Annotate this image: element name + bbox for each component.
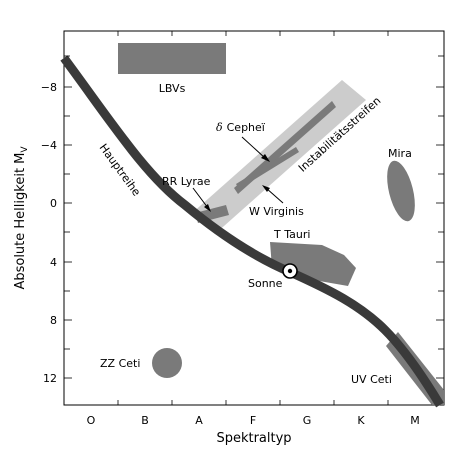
lbv-region xyxy=(118,43,226,74)
sun-icon-dot xyxy=(287,268,293,274)
mira-region xyxy=(387,160,415,222)
y-tick-label-minus4: −4 xyxy=(41,139,57,152)
w-virginis-arrow xyxy=(262,185,284,204)
x-tick-label-m: M xyxy=(410,414,420,427)
y-axis-label: Absolute Helligkeit MV xyxy=(13,146,30,290)
y-tick-marks xyxy=(64,55,444,379)
x-tick-marks xyxy=(117,31,389,405)
rr-lyrae-arrow xyxy=(192,187,211,212)
x-tick-label-k: K xyxy=(357,414,365,427)
y-tick-label-minus8: −8 xyxy=(41,81,57,94)
w-virginis-bar xyxy=(236,147,299,189)
y-axis-label-sub: V xyxy=(20,146,30,153)
x-tick-label-b: B xyxy=(141,414,149,427)
delta-cephei-label: δ Cepheï xyxy=(216,121,266,134)
w-virginis-label: W Virginis xyxy=(249,205,304,218)
main-sequence-curve xyxy=(60,55,444,408)
lbv-label: LBVs xyxy=(159,82,186,95)
zz-ceti-region xyxy=(152,348,182,378)
uv-ceti-label: UV Ceti xyxy=(351,373,392,386)
y-tick-label-12: 12 xyxy=(43,372,57,385)
zz-ceti-label: ZZ Ceti xyxy=(100,357,140,370)
x-tick-label-g: G xyxy=(303,414,312,427)
y-tick-label-4: 4 xyxy=(50,256,57,269)
sun-label: Sonne xyxy=(248,277,283,290)
x-tick-label-a: A xyxy=(195,414,203,427)
delta-cephei-symbol: δ xyxy=(216,121,223,134)
t-tauri-label: T Tauri xyxy=(273,228,310,241)
delta-cephei-arrow xyxy=(241,136,270,162)
t-tauri-region xyxy=(270,242,356,286)
x-tick-label-f: F xyxy=(250,414,256,427)
y-tick-label-0: 0 xyxy=(50,197,57,210)
x-tick-label-o: O xyxy=(87,414,96,427)
y-tick-label-8: 8 xyxy=(50,314,57,327)
x-axis-label: Spektraltyp xyxy=(216,431,291,446)
mira-label: Mira xyxy=(388,147,412,160)
rr-lyrae-label: RR Lyrae xyxy=(162,175,211,188)
delta-cephei-text: Cepheï xyxy=(227,121,266,134)
plot-frame xyxy=(63,30,445,406)
y-axis-label-main: Absolute Helligkeit M xyxy=(13,153,28,290)
